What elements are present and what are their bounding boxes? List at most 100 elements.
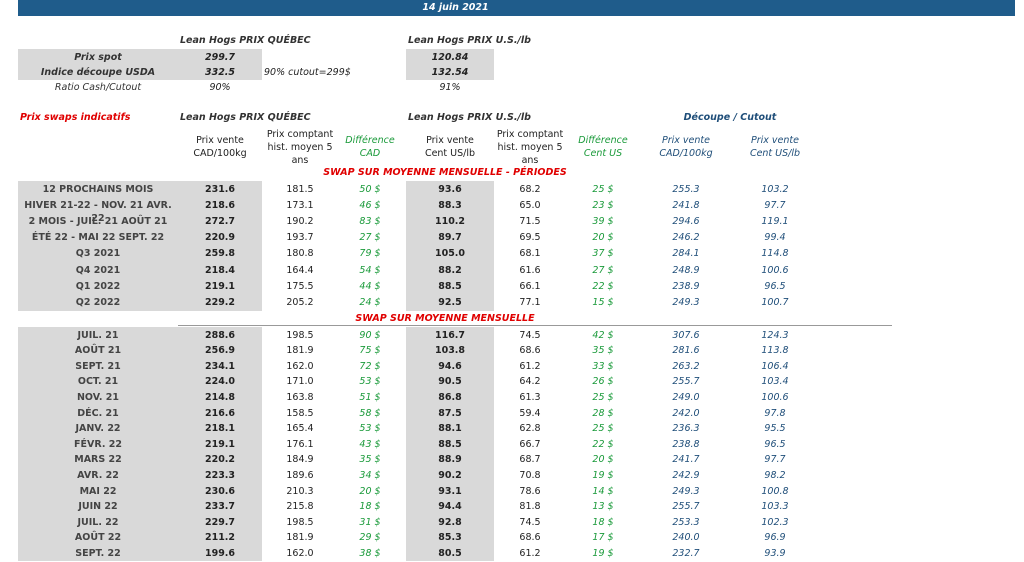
cell: 74.5 — [519, 516, 541, 528]
cell: 255.3 — [672, 183, 700, 195]
cell: 24 $ — [359, 296, 381, 308]
cell: 20 $ — [592, 232, 614, 244]
cell: 220.2 — [204, 454, 236, 466]
cell-bg — [406, 327, 494, 561]
cell: 68.1 — [519, 248, 541, 260]
cell: 132.54 — [431, 67, 469, 78]
cell: 19 $ — [592, 469, 614, 481]
cell: 79 $ — [359, 248, 381, 260]
cell: 94.4 — [438, 501, 462, 513]
cell: 27 $ — [359, 232, 381, 244]
cell: 59.4 — [519, 407, 541, 419]
cell: 68.6 — [519, 532, 541, 544]
cell: 216.6 — [204, 407, 236, 419]
cell: 164.4 — [286, 264, 314, 276]
cell: 176.1 — [286, 438, 314, 450]
cell: 25 $ — [592, 183, 614, 195]
row-label: JUIL. 22 — [77, 516, 119, 528]
row-label: JANV. 22 — [75, 423, 121, 435]
cell: 224.0 — [204, 376, 236, 388]
cell: 255.7 — [672, 376, 700, 388]
cell: 68.7 — [519, 454, 541, 466]
cell: 91% — [439, 82, 461, 93]
column-header: Prix vente Cent US/lb — [424, 135, 476, 159]
cell: 86.8 — [438, 391, 462, 403]
cell: 90 $ — [359, 329, 381, 341]
cell: 218.1 — [204, 423, 236, 435]
row-label: Q4 2021 — [75, 264, 121, 276]
cell: 299.7 — [204, 52, 236, 63]
row-label: AOÛT 21 — [74, 345, 122, 357]
cell: 94.6 — [438, 360, 462, 372]
row-label: Ratio Cash/Cutout — [54, 82, 142, 93]
cell: 210.3 — [286, 485, 314, 497]
cell: 70.8 — [519, 469, 541, 481]
cell: 31 $ — [359, 516, 381, 528]
cell: 103.2 — [761, 183, 789, 195]
cell: 92.5 — [438, 296, 462, 308]
cell: 248.9 — [672, 264, 700, 276]
cell: 90.2 — [438, 469, 462, 481]
cell: 219.1 — [204, 280, 236, 292]
cell: 44 $ — [359, 280, 381, 292]
cell: 75 $ — [359, 345, 381, 357]
column-header: Prix comptant hist. moyen 5 ans — [496, 128, 564, 166]
cell: 35 $ — [359, 454, 381, 466]
section-title: Découpe / Cutout — [683, 112, 777, 123]
cell: 181.9 — [286, 532, 314, 544]
cell: 87.5 — [438, 407, 462, 419]
cell: 25 $ — [592, 391, 614, 403]
cell: 25 $ — [592, 423, 614, 435]
cell: 90.5 — [438, 376, 462, 388]
cell: 103.4 — [761, 376, 789, 388]
cell: 218.6 — [204, 199, 236, 211]
cell: 77.1 — [519, 296, 541, 308]
cell: 103.3 — [761, 501, 789, 513]
cell: 58 $ — [359, 407, 381, 419]
cell: 236.3 — [672, 423, 700, 435]
header-bar — [18, 0, 1015, 16]
row-label: MAI 22 — [79, 485, 117, 497]
cell: 240.0 — [672, 532, 700, 544]
cell: 102.3 — [761, 516, 789, 528]
cell: 249.3 — [672, 485, 700, 497]
cell: 100.7 — [761, 296, 789, 308]
cell: 97.8 — [764, 407, 786, 419]
row-label: 12 PROCHAINS MOIS — [42, 183, 154, 195]
cell: 220.9 — [204, 232, 236, 244]
section-title: Lean Hogs PRIX U.S./lb — [408, 112, 531, 123]
cell: 173.1 — [286, 199, 314, 211]
cell: 74.5 — [519, 329, 541, 341]
column-header: Différence CAD — [345, 135, 395, 159]
cell: 180.8 — [286, 248, 314, 260]
cell: 71.5 — [519, 215, 541, 227]
cell: 93.9 — [764, 547, 786, 559]
cell: 171.0 — [286, 376, 314, 388]
cell: 103.8 — [434, 345, 466, 357]
row-label: MARS 22 — [74, 454, 122, 466]
cell: 165.4 — [286, 423, 314, 435]
cell: 246.2 — [672, 232, 700, 244]
header-date: 14 juin 2021 — [422, 2, 489, 13]
cell: 332.5 — [204, 67, 236, 78]
cell: 211.2 — [204, 532, 236, 544]
cell: 61.2 — [519, 547, 541, 559]
cell: 249.0 — [672, 391, 700, 403]
cell: 215.8 — [286, 501, 314, 513]
row-label: JUIN 22 — [78, 501, 118, 513]
cell: 100.6 — [761, 264, 789, 276]
cell: 18 $ — [359, 501, 381, 513]
cell: 61.3 — [519, 391, 541, 403]
row-label: DÉC. 21 — [77, 407, 119, 419]
row-label: Q1 2022 — [75, 280, 121, 292]
cell: 53 $ — [359, 423, 381, 435]
cell: 110.2 — [434, 215, 466, 227]
cell: 105.0 — [434, 248, 466, 260]
section-title: Lean Hogs PRIX QUÉBEC — [180, 35, 311, 46]
cell: 119.1 — [761, 215, 789, 227]
cell: 46 $ — [359, 199, 381, 211]
cell: 27 $ — [592, 264, 614, 276]
cell: 229.2 — [204, 296, 236, 308]
cell: 307.6 — [672, 329, 700, 341]
